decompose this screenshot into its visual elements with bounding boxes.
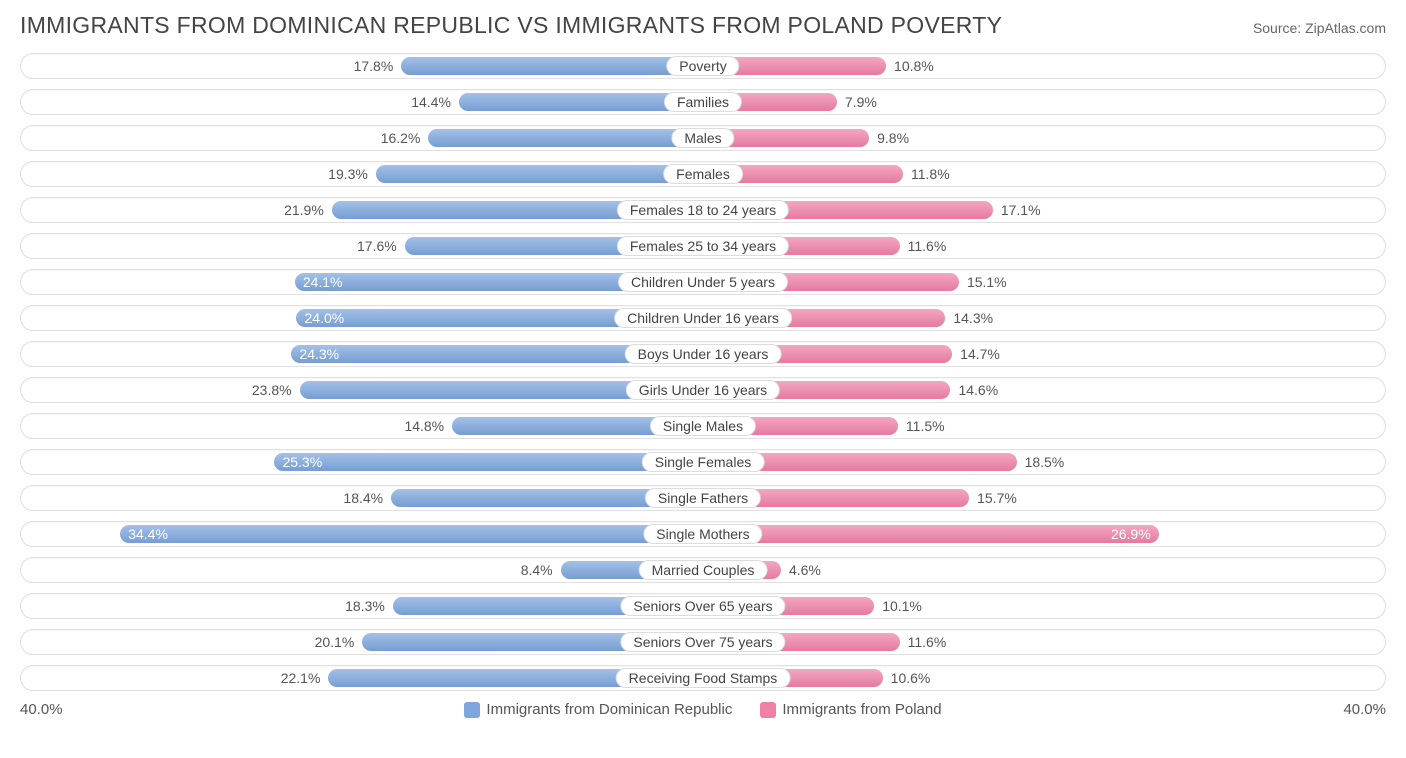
value-label-right: 15.7% [977, 490, 1017, 506]
bar-left [376, 165, 703, 183]
chart-row: 16.2% 9.8% Males [20, 125, 1386, 151]
value-label-left: 16.2% [381, 130, 421, 146]
category-label: Children Under 5 years [618, 272, 788, 292]
value-label-right: 11.5% [906, 418, 945, 434]
category-label: Girls Under 16 years [626, 380, 780, 400]
value-label-right: 26.9% [1111, 526, 1151, 542]
chart-row: 8.4% 4.6% Married Couples [20, 557, 1386, 583]
chart-row: 14.8% 11.5% Single Males [20, 413, 1386, 439]
chart-row: 18.4% 15.7% Single Fathers [20, 485, 1386, 511]
value-label-left: 22.1% [281, 670, 321, 686]
category-label: Single Fathers [645, 488, 761, 508]
category-label: Married Couples [639, 560, 768, 580]
axis-max-left: 40.0% [20, 701, 63, 718]
value-label-right: 11.6% [908, 238, 947, 254]
chart-row: 22.1% 10.6% Receiving Food Stamps [20, 665, 1386, 691]
value-label-left: 24.0% [305, 310, 345, 326]
category-label: Females 25 to 34 years [617, 236, 789, 256]
chart-area: 17.8% 10.8% Poverty 14.4% 7.9% Families 16.2% 9… [20, 53, 1386, 691]
chart-row: 24.0% 14.3% Children Under 16 years [20, 305, 1386, 331]
legend-item-left: Immigrants from Dominican Republic [464, 701, 732, 718]
value-label-left: 17.8% [354, 58, 394, 74]
category-label: Boys Under 16 years [625, 344, 782, 364]
value-label-left: 25.3% [282, 454, 322, 470]
legend-label-left: Immigrants from Dominican Republic [486, 701, 732, 718]
value-label-left: 18.4% [343, 490, 383, 506]
axis-max-right: 40.0% [1343, 701, 1386, 718]
source-name: ZipAtlas.com [1305, 20, 1386, 36]
category-label: Females 18 to 24 years [617, 200, 789, 220]
chart-row: 34.4% 26.9% Single Mothers [20, 521, 1386, 547]
legend-swatch-left [464, 702, 480, 718]
chart-title: IMMIGRANTS FROM DOMINICAN REPUBLIC VS IM… [20, 12, 1002, 39]
legend-swatch-right [760, 702, 776, 718]
chart-source: Source: ZipAtlas.com [1253, 20, 1386, 36]
value-label-left: 21.9% [284, 202, 324, 218]
category-label: Single Males [650, 416, 756, 436]
category-label: Single Mothers [643, 524, 762, 544]
chart-row: 24.1% 15.1% Children Under 5 years [20, 269, 1386, 295]
chart-row: 20.1% 11.6% Seniors Over 75 years [20, 629, 1386, 655]
chart-header: IMMIGRANTS FROM DOMINICAN REPUBLIC VS IM… [20, 12, 1386, 39]
value-label-right: 10.8% [894, 58, 934, 74]
value-label-right: 15.1% [967, 274, 1007, 290]
chart-row: 24.3% 14.7% Boys Under 16 years [20, 341, 1386, 367]
chart-row: 23.8% 14.6% Girls Under 16 years [20, 377, 1386, 403]
value-label-left: 24.1% [303, 274, 343, 290]
value-label-left: 34.4% [128, 526, 168, 542]
category-label: Single Females [642, 452, 765, 472]
chart-row: 17.6% 11.6% Females 25 to 34 years [20, 233, 1386, 259]
legend-label-right: Immigrants from Poland [782, 701, 941, 718]
bar-left [274, 453, 703, 471]
value-label-left: 14.4% [411, 94, 451, 110]
value-label-right: 14.7% [960, 346, 1000, 362]
category-label: Seniors Over 65 years [620, 596, 785, 616]
chart-row: 14.4% 7.9% Families [20, 89, 1386, 115]
chart-row: 18.3% 10.1% Seniors Over 65 years [20, 593, 1386, 619]
value-label-right: 10.1% [882, 598, 922, 614]
category-label: Females [663, 164, 743, 184]
chart-row: 25.3% 18.5% Single Females [20, 449, 1386, 475]
value-label-left: 24.3% [299, 346, 339, 362]
value-label-left: 8.4% [521, 562, 553, 578]
value-label-right: 4.6% [789, 562, 821, 578]
value-label-right: 14.3% [953, 310, 993, 326]
chart-row: 21.9% 17.1% Females 18 to 24 years [20, 197, 1386, 223]
legend-item-right: Immigrants from Poland [760, 701, 941, 718]
chart-row: 19.3% 11.8% Females [20, 161, 1386, 187]
value-label-right: 18.5% [1025, 454, 1065, 470]
category-label: Families [664, 92, 742, 112]
bar-left [401, 57, 703, 75]
value-label-right: 10.6% [891, 670, 931, 686]
value-label-right: 7.9% [845, 94, 877, 110]
value-label-right: 14.6% [958, 382, 998, 398]
value-label-left: 20.1% [315, 634, 355, 650]
source-prefix: Source: [1253, 20, 1305, 36]
value-label-right: 11.8% [911, 166, 950, 182]
value-label-right: 17.1% [1001, 202, 1041, 218]
value-label-left: 23.8% [252, 382, 292, 398]
value-label-right: 11.6% [908, 634, 947, 650]
bar-left [120, 525, 703, 543]
category-label: Poverty [666, 56, 739, 76]
bar-right [703, 525, 1159, 543]
category-label: Receiving Food Stamps [616, 668, 791, 688]
value-label-right: 9.8% [877, 130, 909, 146]
category-label: Males [671, 128, 734, 148]
chart-legend: Immigrants from Dominican Republic Immig… [63, 701, 1344, 718]
category-label: Seniors Over 75 years [620, 632, 785, 652]
value-label-left: 17.6% [357, 238, 397, 254]
chart-footer: 40.0% Immigrants from Dominican Republic… [20, 701, 1386, 718]
category-label: Children Under 16 years [614, 308, 792, 328]
value-label-left: 19.3% [328, 166, 368, 182]
value-label-left: 18.3% [345, 598, 385, 614]
bar-left [428, 129, 703, 147]
value-label-left: 14.8% [404, 418, 444, 434]
chart-row: 17.8% 10.8% Poverty [20, 53, 1386, 79]
